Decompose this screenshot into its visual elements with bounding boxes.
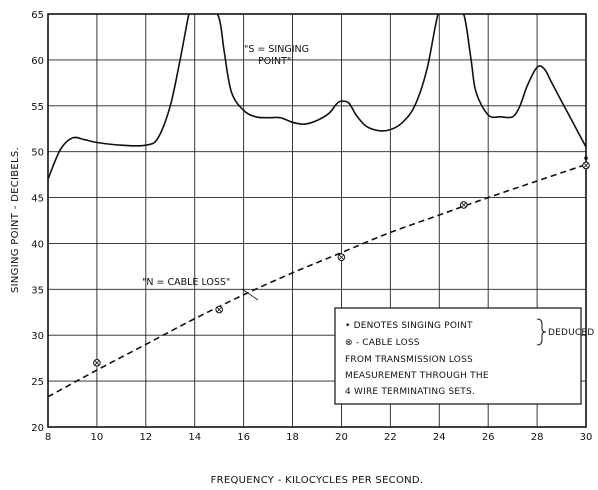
y-tick-label: 50 [31, 148, 44, 159]
singing-point-label-line1: "S = SINGING [244, 44, 309, 55]
cable-loss-point-cross [216, 307, 222, 313]
y-tick-label: 30 [31, 331, 44, 342]
y-tick-label: 45 [31, 194, 44, 205]
series-layer [48, 14, 586, 398]
legend-brace [536, 318, 547, 346]
legend: • DENOTES SINGING POINT ⊗ - CABLE LOSS D… [334, 307, 594, 405]
cable-loss-label-leader [241, 288, 259, 301]
y-tick-label: 55 [31, 102, 44, 113]
points-layer [93, 156, 590, 367]
x-tick-label: 16 [237, 432, 250, 443]
x-tick-label: 30 [580, 432, 593, 443]
y-tick-labels: 20 25 30 35 40 45 50 55 60 65 [31, 10, 44, 434]
legend-box [334, 307, 582, 405]
legend-line-3: FROM TRANSMISSION LOSS [345, 355, 473, 365]
cable-loss-point-cross [583, 162, 589, 168]
y-tick-label: 20 [31, 423, 44, 434]
y-tick-label: 60 [31, 56, 44, 67]
x-tick-label: 24 [433, 432, 446, 443]
legend-singing-point: • DENOTES SINGING POINT [345, 321, 473, 331]
cable-loss-curve [48, 163, 586, 398]
x-tick-label: 14 [188, 432, 201, 443]
legend-line-5: 4 WIRE TERMINATING SETS. [345, 387, 475, 397]
x-tick-labels: 8 10 12 14 16 18 20 22 24 26 28 30 [45, 432, 593, 443]
x-tick-label: 12 [139, 432, 152, 443]
x-tick-label: 22 [384, 432, 397, 443]
y-tick-label: 25 [31, 377, 44, 388]
singing-point-label-line2: POINT" [258, 56, 291, 67]
cable-loss-point-cross [94, 360, 100, 366]
legend-deduced: DEDUCED [548, 328, 594, 338]
x-axis-title: FREQUENCY - KILOCYCLES PER SECOND. [211, 475, 424, 486]
x-tick-label: 10 [91, 432, 104, 443]
y-axis-title: SINGING POINT - DECIBELS. [10, 147, 21, 293]
cable-loss-label: "N = CABLE LOSS" [142, 277, 230, 288]
y-tick-label: 65 [31, 10, 44, 21]
singing-point-curve [48, 14, 586, 180]
x-tick-label: 18 [286, 432, 299, 443]
plot-frame [47, 13, 587, 428]
x-tick-label: 8 [45, 432, 51, 443]
y-tick-label: 35 [31, 285, 44, 296]
x-tick-label: 20 [335, 432, 348, 443]
grid-lines [48, 14, 586, 427]
legend-cable-loss: ⊗ - CABLE LOSS [345, 338, 420, 348]
cable-loss-point-cross [338, 254, 344, 260]
x-tick-label: 28 [531, 432, 544, 443]
y-tick-label: 40 [31, 239, 44, 250]
x-tick-label: 26 [482, 432, 495, 443]
cable-loss-point-cross [461, 202, 467, 208]
legend-line-4: MEASUREMENT THROUGH THE [345, 371, 489, 381]
singing-point-dot [584, 156, 588, 160]
